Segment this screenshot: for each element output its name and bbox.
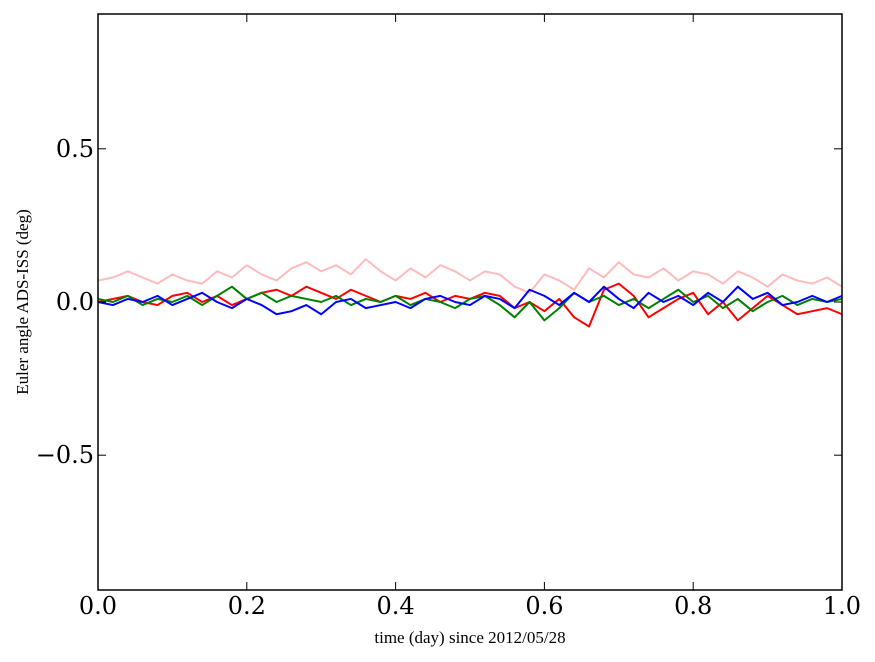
series-layer — [97, 258, 843, 328]
y-tick-label: 0.5 — [56, 135, 94, 163]
x-tick-label: 0.2 — [228, 592, 266, 620]
y-axis-label: Euler angle ADS-ISS (deg) — [13, 209, 32, 395]
x-tick-label: 0.8 — [674, 592, 712, 620]
y-tick-label: −0.5 — [36, 441, 94, 469]
x-tick-label: 0.6 — [525, 592, 563, 620]
series-line-pink — [97, 258, 843, 294]
series-line-blue — [97, 285, 843, 316]
x-axis-label: time (day) since 2012/05/28 — [374, 628, 565, 647]
x-tick-label: 0.4 — [377, 592, 415, 620]
plot-frame — [97, 13, 843, 591]
series-line-green — [97, 285, 843, 322]
ticks-layer — [97, 14, 843, 590]
y-tick-label: 0.0 — [56, 288, 94, 316]
x-tick-label: 0.0 — [79, 592, 117, 620]
labels-layer: 0.0 0.2 0.4 0.6 0.8 1.0 0.5 0.0 −0.5 — [36, 135, 861, 620]
x-tick-label: 1.0 — [823, 592, 861, 620]
